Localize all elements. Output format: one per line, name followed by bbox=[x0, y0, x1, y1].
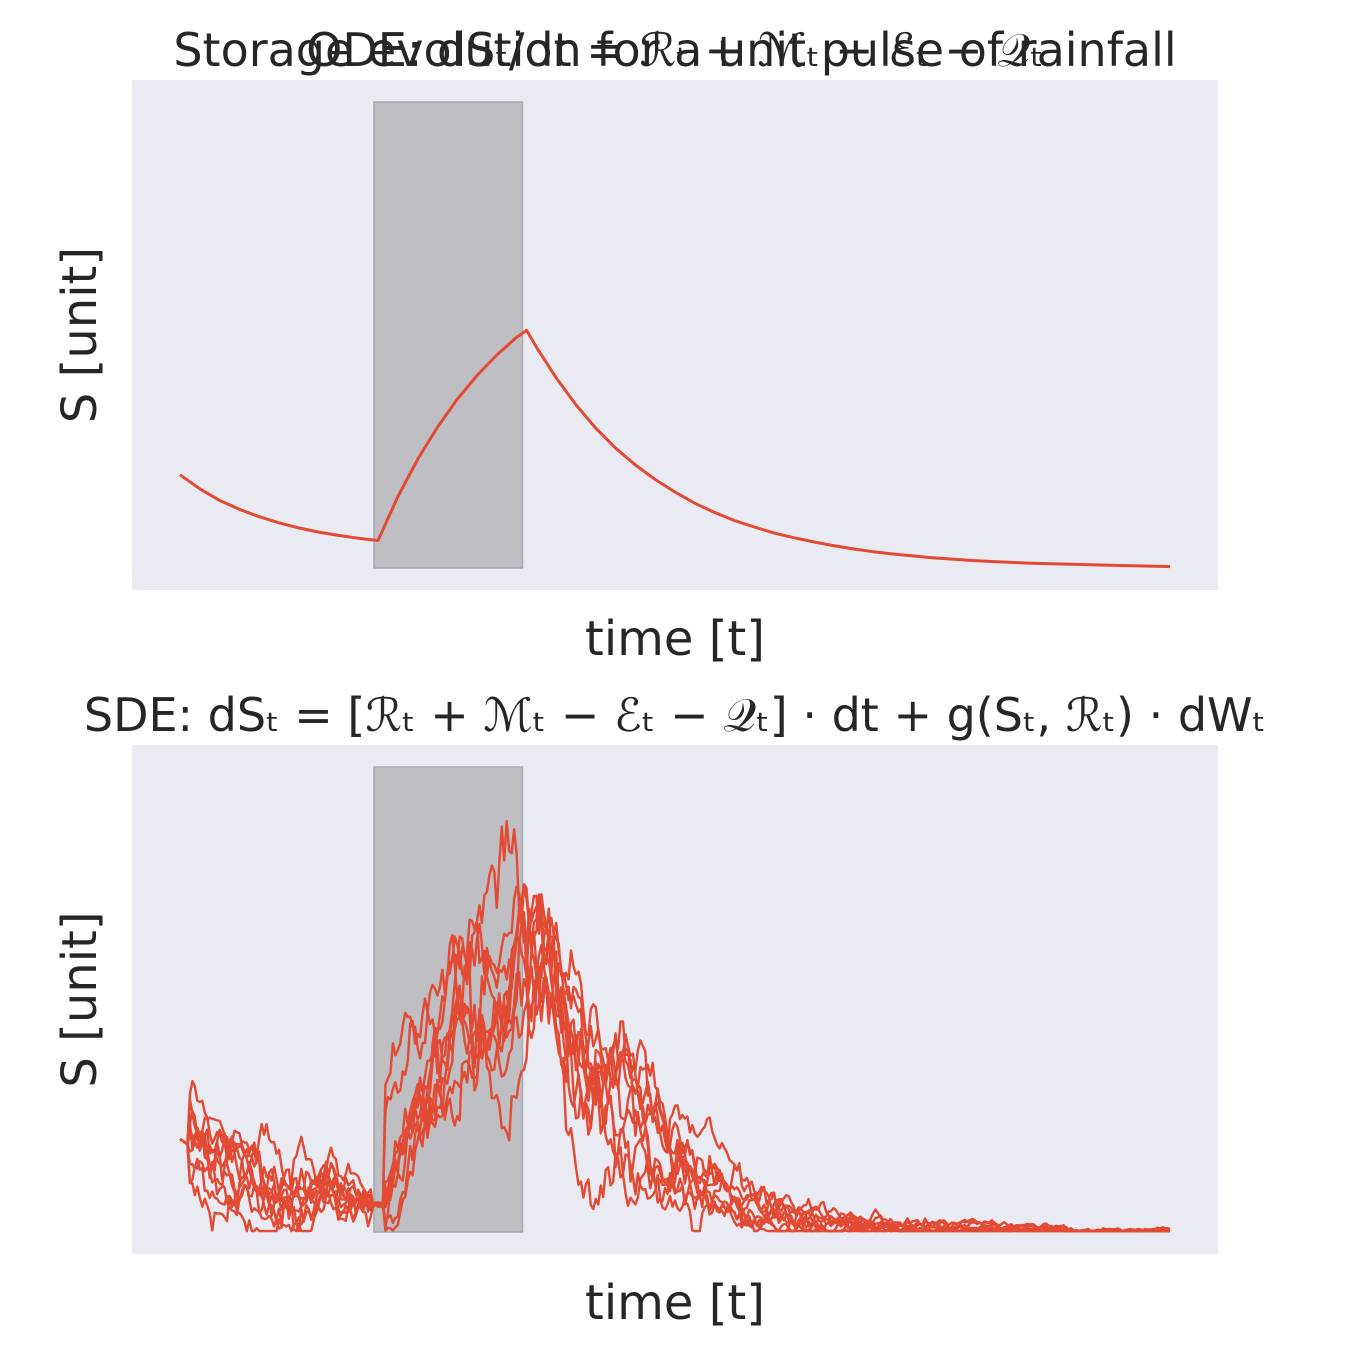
sde-series-group bbox=[179, 819, 1171, 1233]
ode-series-group bbox=[179, 328, 1171, 569]
ode-series-line-0 bbox=[179, 328, 1171, 569]
ode-x-axis-label: time [t] bbox=[585, 611, 765, 667]
ode-axes: time [t] S [unit] bbox=[52, 80, 1218, 667]
ode-title: ODE: dSₜ/dt = ℛₜ + ℳₜ − ℰₜ − 𝒬ₜ bbox=[306, 23, 1044, 77]
sde-axes: time [t] S [unit] bbox=[52, 745, 1218, 1331]
ode-axes-background bbox=[132, 80, 1218, 590]
sde-ensemble-line-8 bbox=[179, 924, 1170, 1233]
sde-x-axis-label: time [t] bbox=[585, 1275, 765, 1331]
sde-title: SDE: dSₜ = [ℛₜ + ℳₜ − ℰₜ − 𝒬ₜ] · dt + g(… bbox=[84, 688, 1266, 742]
sde-ensemble-line-9 bbox=[179, 819, 1171, 1233]
sde-y-axis-label: S [unit] bbox=[52, 911, 108, 1087]
ode-y-axis-label: S [unit] bbox=[52, 247, 108, 423]
figure-suptitle: Storage evolution for a unit pulse of ra… bbox=[173, 23, 1176, 77]
ode-rainfall-pulse bbox=[373, 101, 524, 569]
